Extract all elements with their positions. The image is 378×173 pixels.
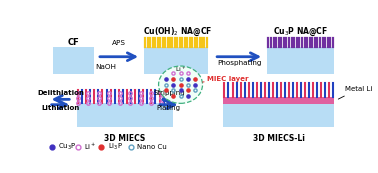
- Bar: [53, 47, 94, 74]
- Text: Li$^+$: Li$^+$: [84, 142, 97, 152]
- Text: 3D MIECS: 3D MIECS: [104, 134, 146, 143]
- Bar: [267, 47, 334, 74]
- Text: Stripping: Stripping: [153, 90, 184, 96]
- Text: NaOH: NaOH: [95, 64, 116, 70]
- Text: CF: CF: [68, 38, 79, 47]
- Text: Delithiation: Delithiation: [37, 90, 84, 96]
- Text: Cu$_3$P NA@CF: Cu$_3$P NA@CF: [273, 25, 328, 38]
- Ellipse shape: [159, 66, 203, 103]
- Text: APS: APS: [112, 40, 126, 46]
- Text: Cu(OH)$_2$ NA@CF: Cu(OH)$_2$ NA@CF: [143, 25, 212, 38]
- Text: Metal Li: Metal Li: [338, 86, 372, 99]
- Bar: [144, 47, 208, 74]
- Bar: [76, 103, 173, 127]
- Text: 3D MIECS-Li: 3D MIECS-Li: [253, 134, 305, 143]
- Text: Li$^+$: Li$^+$: [175, 65, 186, 74]
- Text: Plating: Plating: [157, 105, 181, 111]
- Text: Phosphating: Phosphating: [217, 60, 261, 66]
- Text: Li$_3$P: Li$_3$P: [108, 142, 123, 152]
- Bar: [223, 103, 334, 127]
- Bar: [223, 97, 334, 104]
- Text: Cu$_3$P: Cu$_3$P: [58, 142, 77, 152]
- Text: MIEC layer: MIEC layer: [203, 76, 248, 82]
- Text: Lithiation: Lithiation: [42, 105, 80, 111]
- Text: Nano Cu: Nano Cu: [137, 144, 167, 150]
